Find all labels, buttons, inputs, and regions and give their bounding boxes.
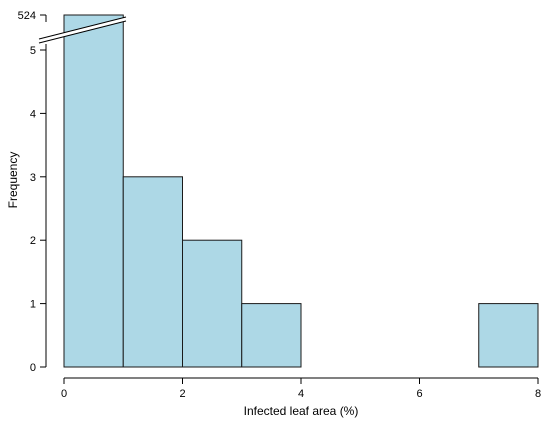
x-axis-label: Infected leaf area (%) xyxy=(244,404,359,418)
y-tick-label: 1 xyxy=(30,299,36,311)
y-tick-label: 3 xyxy=(30,172,36,184)
histogram-bar xyxy=(122,176,183,368)
x-axis: 0 2 4 6 8 xyxy=(61,377,541,400)
x-tick-label: 6 xyxy=(416,388,422,400)
y-tick-label: 5 xyxy=(30,45,36,57)
histogram-bar xyxy=(182,239,243,368)
axis-break-line xyxy=(38,16,127,40)
x-tick-label: 2 xyxy=(179,388,185,400)
x-tick-label: 4 xyxy=(298,388,304,400)
y-break-top-label: 524 xyxy=(18,10,36,22)
y-axis: 0 1 2 3 4 5 524 xyxy=(18,10,47,374)
histogram-bar xyxy=(63,14,124,368)
x-tick-label: 8 xyxy=(535,388,541,400)
bars-group xyxy=(63,14,539,368)
y-tick-label: 2 xyxy=(30,235,36,247)
histogram-bar xyxy=(241,303,302,368)
y-tick-label: 4 xyxy=(30,108,36,120)
axis-break xyxy=(38,16,127,44)
y-tick-label: 0 xyxy=(30,362,36,374)
histogram-bar xyxy=(478,303,539,368)
axis-break-gap xyxy=(39,17,126,43)
y-axis-label: Frequency xyxy=(6,152,20,209)
axis-break-line xyxy=(38,20,127,44)
x-tick-label: 0 xyxy=(61,388,67,400)
